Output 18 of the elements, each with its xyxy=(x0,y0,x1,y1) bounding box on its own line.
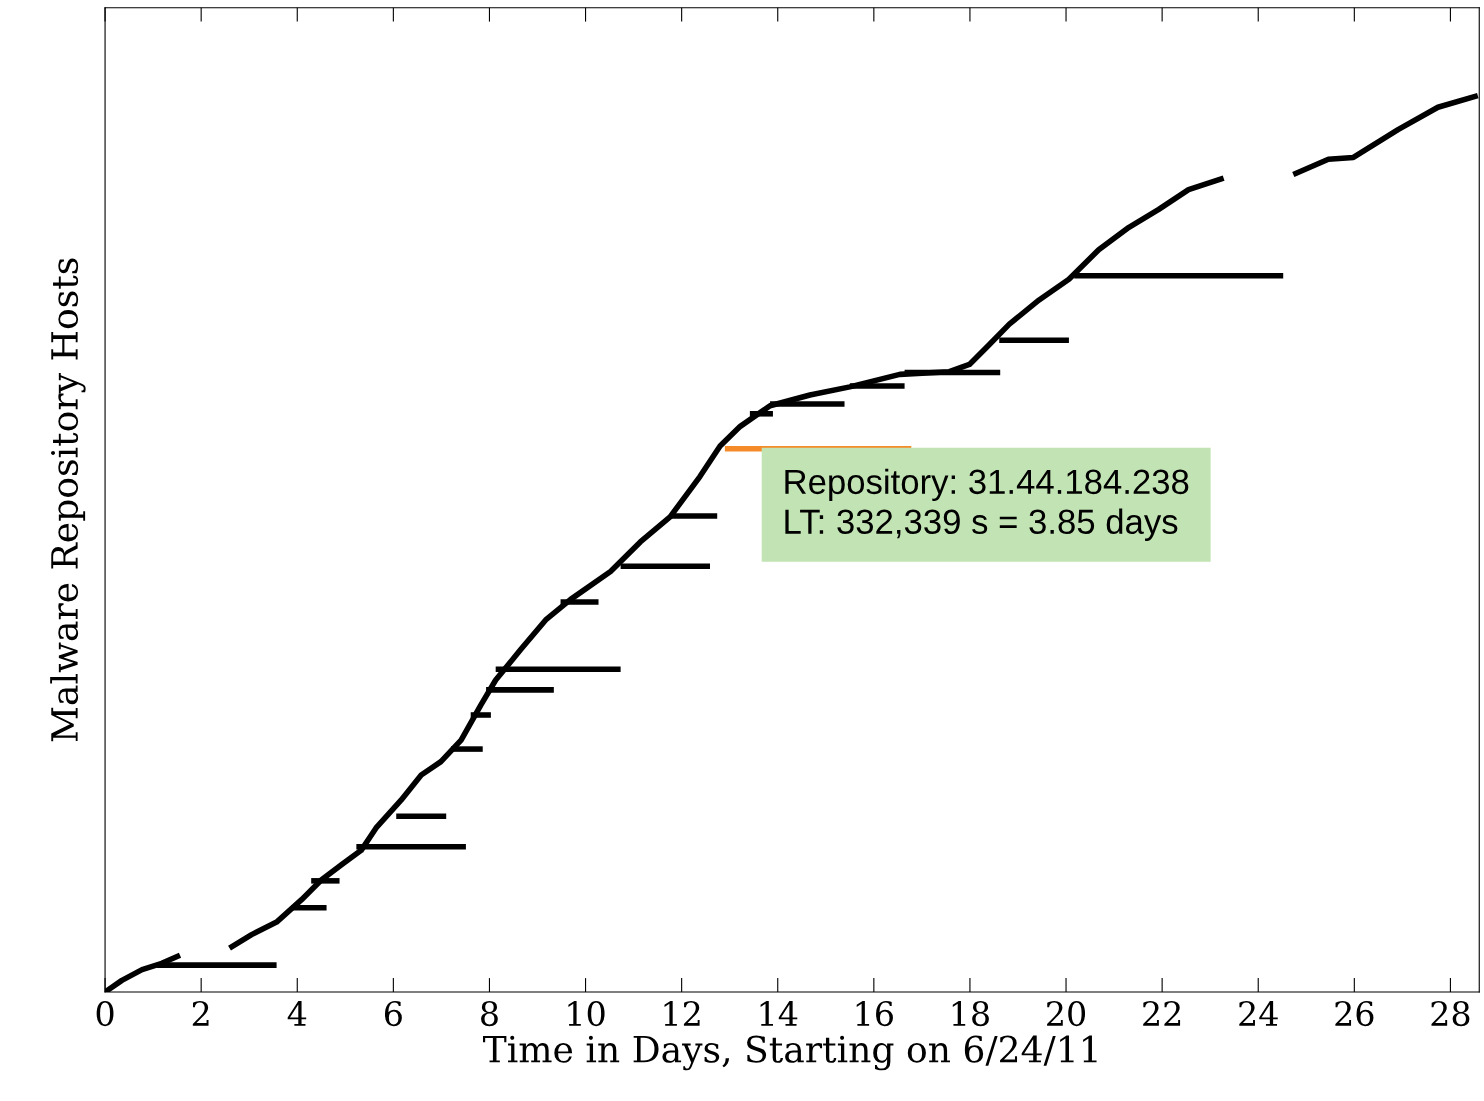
annotation: Repository: 31.44.184.238 LT: 332,339 s = 3.85 days xyxy=(785,468,1189,541)
x-tick-label: 4 xyxy=(287,1000,307,1026)
x-tick-label: 16 xyxy=(856,1000,893,1027)
x-tick-label: 28 xyxy=(1431,1000,1470,1027)
x-tick-label: 24 xyxy=(1239,1000,1278,1026)
x-tick-label: 2 xyxy=(192,1000,209,1026)
x-tick-label: 6 xyxy=(384,1000,402,1027)
y-axis-title: Malware Repository Hosts xyxy=(50,258,86,742)
x-tick-label: 8 xyxy=(481,1000,498,1027)
x-tick-label: 12 xyxy=(664,1000,700,1026)
x-axis-title: Time in Days, Starting on 6/24/11 xyxy=(483,1035,1097,1071)
x-tick-label: 26 xyxy=(1335,1000,1374,1027)
x-tick-label: 0 xyxy=(96,1000,114,1027)
x-tick-label: 22 xyxy=(1143,1000,1181,1026)
x-tick-label: 18 xyxy=(952,1000,989,1027)
x-tick-label: 14 xyxy=(760,1000,798,1026)
x-tick-label: 10 xyxy=(568,1000,605,1027)
x-tick-label: 20 xyxy=(1047,1000,1086,1027)
